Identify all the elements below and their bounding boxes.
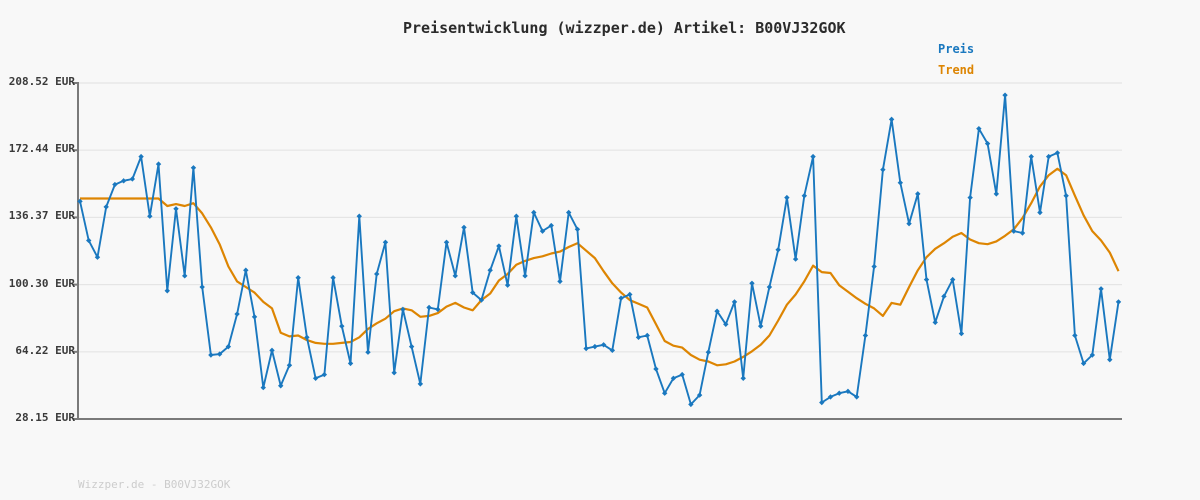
y-axis-tick-label: 136.37 EUR [8,209,75,223]
chart-title: Preisentwicklung (wizzper.de) Artikel: B… [403,19,846,37]
legend-price-label: Preis [938,42,975,56]
y-axis-tick-label: 64.22 EUR [15,343,75,357]
y-axis-tick-label: 100.30 EUR [8,276,75,290]
watermark-text: Wizzper.de - B00VJ32GOK [78,478,231,491]
chart-legend: Preis Trend [938,39,974,81]
y-axis-tick-label: 28.15 EUR [15,411,75,424]
y-axis-tick-label: 208.52 EUR [8,75,75,88]
legend-trend-label: Trend [938,63,975,77]
y-axis-tick-label: 172.44 EUR [8,142,75,156]
